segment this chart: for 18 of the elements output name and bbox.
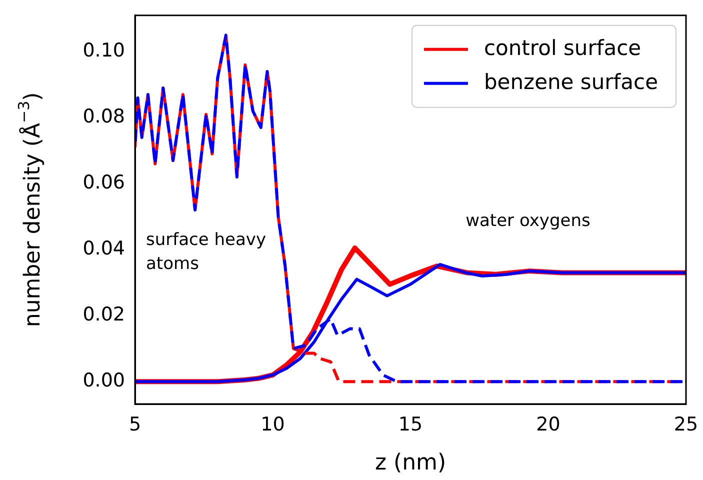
- x-tick-label: 25: [674, 413, 698, 436]
- x-tick-label: 5: [128, 413, 142, 436]
- y-tick-label: 0.04: [82, 238, 125, 260]
- y-tick-label: 0.06: [82, 172, 125, 194]
- x-axis-title: z (nm): [374, 450, 446, 476]
- y-tick-label: 0.10: [82, 40, 125, 62]
- annotation: surface heavy atoms: [146, 230, 266, 274]
- y-axis-title: number density (Å−3): [14, 92, 46, 328]
- x-tick-label: 20: [536, 413, 560, 436]
- x-tick-label: 15: [398, 413, 423, 436]
- line-series: [135, 34, 686, 384]
- y-tick-label: 0.00: [82, 370, 125, 392]
- annotation: water oxygens: [466, 210, 590, 231]
- x-tick-label: 10: [260, 413, 285, 436]
- legend-label: benzene surface: [484, 70, 658, 94]
- legend-label: control surface: [484, 36, 642, 60]
- y-tick-label: 0.08: [82, 106, 125, 128]
- y-tick-label: 0.02: [82, 304, 125, 326]
